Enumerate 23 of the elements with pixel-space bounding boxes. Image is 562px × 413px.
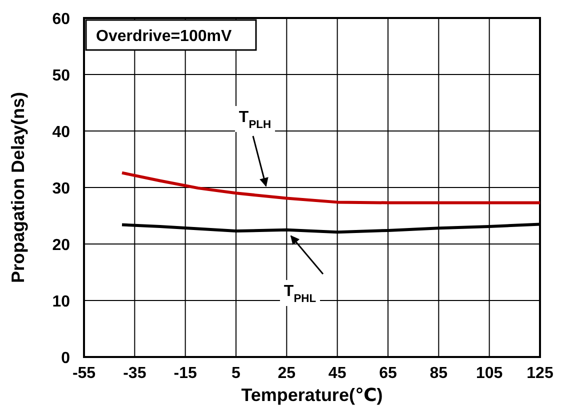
y-tick-label: 60 — [52, 11, 70, 28]
x-tick-label: -35 — [123, 365, 146, 382]
x-tick-label: 5 — [232, 365, 241, 382]
x-tick-label: -55 — [72, 365, 96, 382]
annotation: Overdrive=100mV — [96, 28, 232, 45]
x-tick-label: 65 — [379, 365, 397, 382]
y-tick-label: 50 — [52, 68, 70, 84]
y-tick-label: 0 — [61, 350, 70, 367]
x-tick-label: 125 — [526, 365, 554, 382]
x-tick-label: -15 — [174, 365, 197, 382]
line-series — [120, 171, 542, 204]
y-tick-label: 20 — [52, 237, 70, 254]
x-tick-label: 45 — [328, 365, 346, 382]
x-tick-label: 25 — [278, 365, 296, 382]
x-tick-label: 85 — [430, 365, 448, 382]
legend-label: T$_{PHL}$ — [284, 283, 316, 305]
y-tick-label: 40 — [52, 124, 70, 141]
y-tick-label: 10 — [52, 294, 70, 310]
y-tick-label: 30 — [52, 180, 70, 198]
x-axis-title: Temperature(℃) — [241, 385, 383, 405]
text: T$_{PLH}$ — [238, 109, 272, 131]
y-axis-title: Propagation Delay(ns) — [8, 92, 28, 284]
x-tick-label: 105 — [476, 365, 503, 382]
